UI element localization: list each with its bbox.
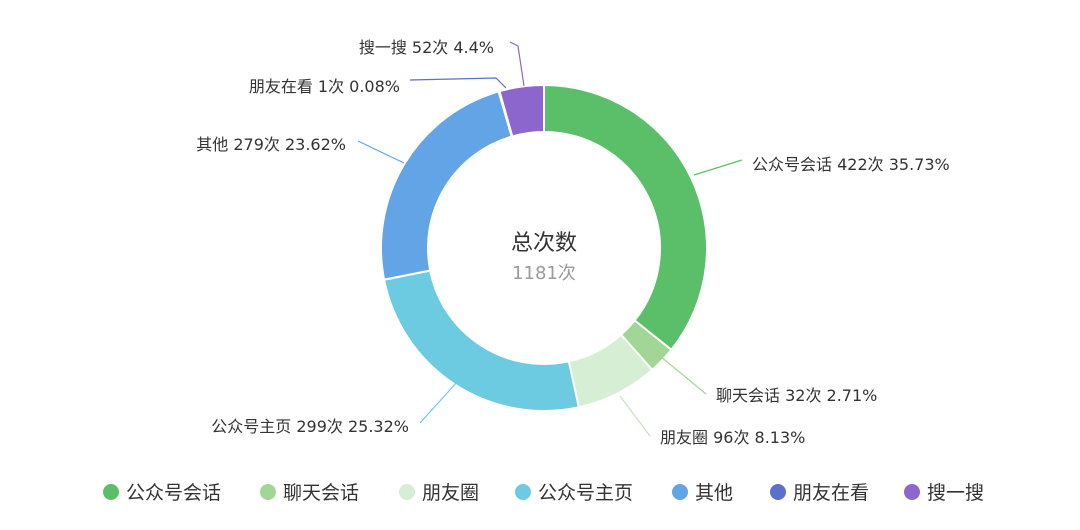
slice-label-6: 朋友在看 1次 0.08% bbox=[249, 77, 400, 96]
legend-label-5[interactable]: 其他 bbox=[695, 482, 733, 504]
slice-1[interactable] bbox=[543, 83, 708, 352]
slice-label-4: 公众号主页 299次 25.32% bbox=[211, 417, 409, 436]
legend-label-4[interactable]: 公众号主页 bbox=[538, 482, 633, 504]
slice-4[interactable] bbox=[382, 269, 581, 412]
legend-marker-6[interactable] bbox=[770, 484, 786, 500]
slice-labels: 公众号会话 422次 35.73% 聊天会话 32次 2.71% 朋友圈 96次 8… bbox=[196, 38, 949, 447]
leader-lines bbox=[357, 41, 743, 437]
center-title: 总次数 bbox=[511, 231, 577, 256]
leader-line-1 bbox=[693, 159, 743, 176]
leader-line-6 bbox=[409, 77, 507, 89]
leader-line-7 bbox=[509, 41, 525, 87]
legend-label-7[interactable]: 搜一搜 bbox=[927, 482, 984, 504]
slice-label-3: 朋友圈 96次 8.13% bbox=[660, 428, 805, 447]
legend-marker-1[interactable] bbox=[103, 484, 119, 500]
legend-marker-4[interactable] bbox=[515, 484, 531, 500]
center-value: 1181次 bbox=[512, 263, 576, 284]
legend-marker-7[interactable] bbox=[904, 484, 920, 500]
donut-slices bbox=[380, 83, 708, 412]
leader-line-3 bbox=[619, 395, 651, 437]
legend: 公众号会话 聊天会话 朋友圈 公众号主页 其他 朋友在看 搜一搜 bbox=[103, 482, 984, 504]
legend-marker-5[interactable] bbox=[672, 484, 688, 500]
slice-7[interactable] bbox=[498, 83, 545, 138]
legend-label-6[interactable]: 朋友在看 bbox=[793, 482, 869, 504]
slice-label-5: 其他 279次 23.62% bbox=[196, 135, 346, 154]
leader-line-2 bbox=[659, 355, 707, 395]
slice-5[interactable] bbox=[380, 90, 513, 281]
legend-label-3[interactable]: 朋友圈 bbox=[422, 482, 479, 504]
legend-marker-2[interactable] bbox=[260, 484, 276, 500]
slice-label-1: 公众号会话 422次 35.73% bbox=[752, 155, 950, 174]
leader-line-4 bbox=[419, 380, 459, 424]
leader-line-5 bbox=[357, 140, 405, 164]
legend-marker-3[interactable] bbox=[399, 484, 415, 500]
legend-label-1[interactable]: 公众号会话 bbox=[126, 482, 221, 504]
slice-label-2: 聊天会话 32次 2.71% bbox=[716, 386, 877, 405]
legend-label-2[interactable]: 聊天会话 bbox=[283, 482, 359, 504]
slice-label-7: 搜一搜 52次 4.4% bbox=[359, 38, 494, 57]
